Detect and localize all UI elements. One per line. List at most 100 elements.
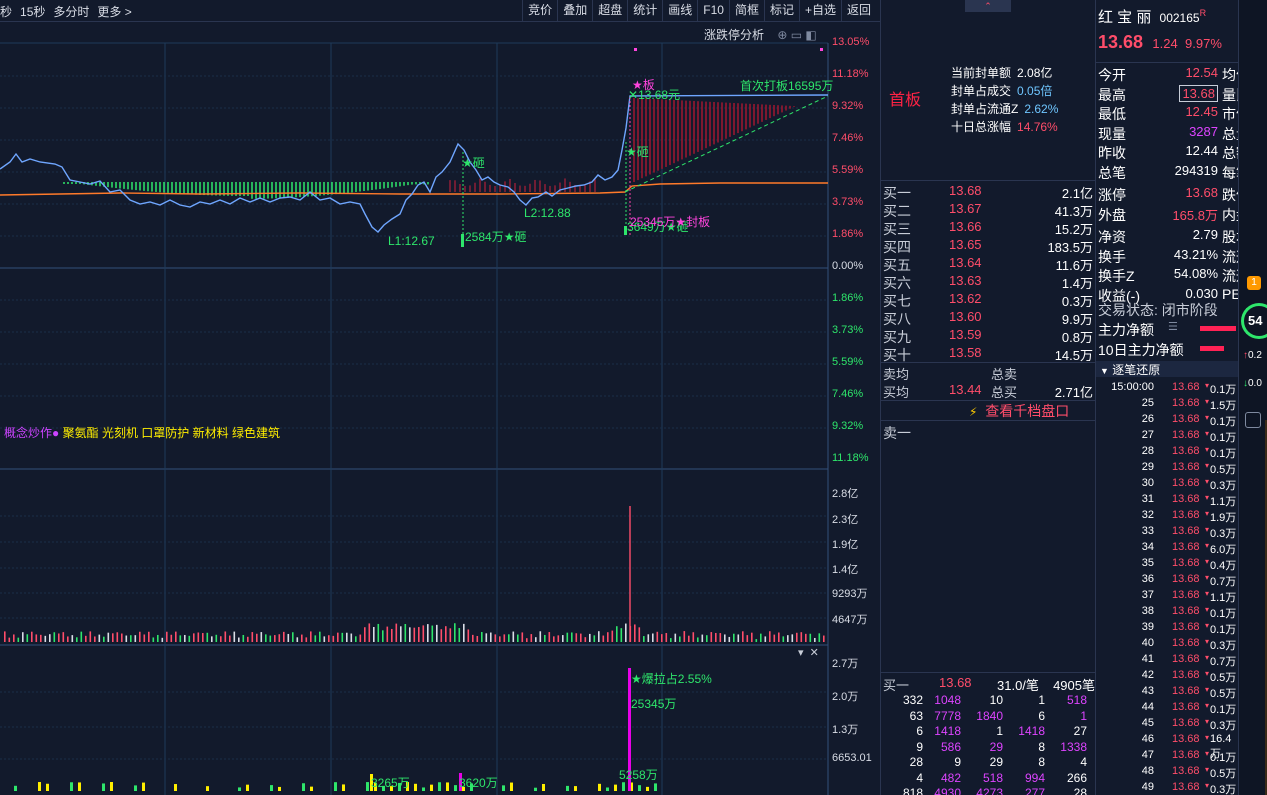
volume-bar: [274, 635, 276, 642]
tick-price: 13.68: [1172, 477, 1200, 489]
bid-level-row[interactable]: 买二 13.67 41.3万: [881, 200, 1097, 219]
bid-level-row[interactable]: 买五 13.64 11.6万: [881, 254, 1097, 273]
volume-bar: [332, 635, 335, 642]
volume-bar: [193, 633, 195, 642]
tick-volume: 0.7万: [1210, 656, 1237, 668]
tick-row: 25 13.68 ▾ 1.5万: [1096, 396, 1238, 412]
period-tab[interactable]: 多分时: [53, 5, 90, 19]
bid-level-row[interactable]: 买四 13.65 183.5万: [881, 236, 1097, 255]
tick-time: 26: [1141, 413, 1154, 425]
toolbar-button[interactable]: 画线: [662, 0, 697, 21]
volume-bar: [292, 632, 294, 642]
toolbar-button[interactable]: 超盘: [592, 0, 627, 21]
volume-bar: [535, 637, 537, 642]
price-axis-tick: 11.18%: [832, 68, 869, 80]
tick-header[interactable]: ▼ 逐笔还原: [1096, 361, 1238, 377]
toolbar-button[interactable]: 叠加: [557, 0, 592, 21]
volume-bar: [458, 628, 461, 642]
volume-bar: [427, 624, 429, 642]
volume-bar: [737, 634, 740, 642]
bid-level-row[interactable]: 买十 13.58 14.5万: [881, 344, 1097, 363]
volume-bar: [170, 634, 173, 642]
notification-badge[interactable]: 1: [1247, 276, 1261, 290]
limit-analysis-button[interactable]: 涨跌停分析 ⊕ ▭ ◧: [704, 28, 817, 42]
bid-level-row[interactable]: 买九 13.59 0.8万: [881, 326, 1097, 345]
quote-row: 今开 12.54 均价: [1098, 65, 1250, 84]
main-net-row[interactable]: 主力净额 ☰: [1098, 320, 1238, 339]
sell-avg-row: 卖均 总卖: [883, 367, 1018, 382]
indicator-bar: [14, 785, 17, 791]
volume-bar: [814, 637, 816, 642]
volume-bar: [301, 634, 303, 642]
tick-row: 39 13.68 ▾ 0.1万: [1096, 620, 1238, 636]
period-tab[interactable]: 15秒: [20, 5, 46, 19]
bid-level-row[interactable]: 买一 13.68 2.1亿: [881, 182, 1097, 201]
toolbar-button[interactable]: 简框: [728, 0, 764, 21]
bid-price: 13.67: [949, 201, 982, 216]
toolbar-button[interactable]: 统计: [627, 0, 662, 21]
volume-bar: [62, 632, 65, 642]
quote-label: 换手: [1098, 248, 1126, 265]
depth-link[interactable]: ⚡ 查看千档盘口: [969, 403, 1070, 419]
bid-level-row[interactable]: 买八 13.60 9.9万: [881, 308, 1097, 327]
volume-bar: [674, 633, 677, 642]
tick-time: 25: [1141, 397, 1154, 409]
price-axis-tick: 1.86%: [832, 292, 864, 304]
chart-canvas[interactable]: [0, 22, 880, 795]
seal-stat-label: 十日总涨幅: [951, 120, 1012, 134]
bid-level-label: 买七: [883, 293, 911, 309]
queue-cell: 28: [909, 755, 923, 769]
toolbar-button[interactable]: 竞价: [522, 0, 557, 21]
volume-bar: [8, 637, 11, 642]
bid-level-row[interactable]: 买七 13.62 0.3万: [881, 290, 1097, 309]
bid-price: 13.66: [949, 219, 982, 234]
bid-level-label: 买九: [883, 329, 911, 345]
score-gauge[interactable]: 54: [1241, 303, 1267, 339]
quote-value: 165.8万: [1172, 207, 1218, 223]
volume-bar: [17, 637, 20, 642]
toolbar-button[interactable]: 返回: [840, 0, 876, 21]
toolbar-button[interactable]: +自选: [798, 0, 841, 21]
tick-down-arrow-icon: ▾: [1205, 461, 1210, 470]
tick-row: 41 13.68 ▾ 0.7万: [1096, 652, 1238, 668]
toolbar-button[interactable]: F10: [697, 0, 729, 21]
volume-bar: [593, 635, 596, 642]
volume-bar: [742, 631, 744, 642]
indicator-bar: [406, 782, 409, 791]
quote-label: 总笔: [1098, 164, 1126, 181]
queue-cell: 1338: [1060, 739, 1087, 754]
volume-bar: [661, 634, 663, 642]
volume-bar: [638, 627, 641, 642]
sub-3620-label: 3620万: [459, 776, 498, 790]
volume-axis-tick: 2.8亿: [832, 488, 859, 500]
volume-bar: [530, 634, 533, 642]
toolbar-button[interactable]: 标记: [763, 0, 799, 21]
volume-bar: [800, 632, 803, 642]
volume-bar: [85, 635, 87, 642]
sub-menu-icons[interactable]: ▾ ✕: [798, 647, 819, 659]
volume-bar: [436, 624, 438, 642]
indicator-bar: [134, 785, 137, 791]
quote-value: 13.68: [1179, 84, 1218, 102]
tick-down-arrow-icon: ▾: [1205, 701, 1210, 710]
sub-25345-label: 25345万: [631, 697, 677, 711]
tick-volume: 1.5万: [1210, 400, 1237, 412]
volume-bar: [562, 635, 564, 642]
collapse-tab[interactable]: ⌃: [965, 0, 1011, 12]
period-tab[interactable]: 更多 >: [97, 5, 132, 19]
intraday-chart[interactable]: 涨跌停分析 ⊕ ▭ ◧ 13.05% 11.18% 9.32% 7.46% 5.59% 3…: [0, 22, 880, 795]
volume-bar: [521, 632, 524, 642]
period-tab[interactable]: 秒: [0, 5, 13, 19]
board-status: 首板: [889, 92, 922, 109]
concept-tags[interactable]: 概念炒作● 聚氨酯 光刻机 口罩防护 新材料 绿色建筑: [4, 426, 280, 440]
bid-level-row[interactable]: 买三 13.66 15.2万: [881, 218, 1097, 237]
bid-level-row[interactable]: 买六 13.63 1.4万: [881, 272, 1097, 291]
quote-label: 换手Z: [1098, 268, 1135, 284]
volume-bar: [602, 635, 605, 642]
edge-icon[interactable]: [1245, 412, 1261, 428]
concept-list[interactable]: 聚氨酯 光刻机 口罩防护 新材料 绿色建筑: [62, 426, 280, 440]
main-net-10-row[interactable]: 10日主力净额: [1098, 340, 1238, 359]
tick-row: 45 13.68 ▾ 0.3万: [1096, 716, 1238, 732]
tick-row: 34 13.68 ▾ 6.0万: [1096, 540, 1238, 556]
volume-bar: [40, 634, 42, 642]
